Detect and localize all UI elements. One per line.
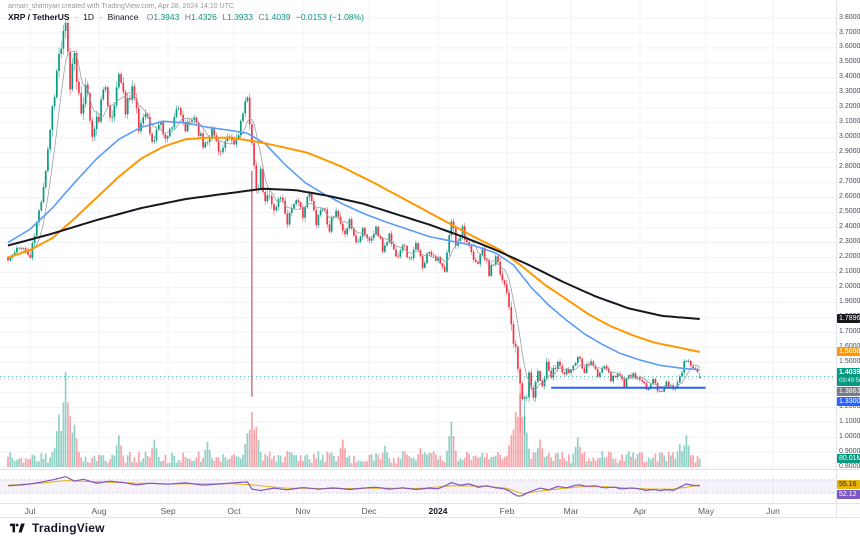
price-tick-label: 0.9000 bbox=[839, 447, 860, 455]
price-tick-label: 0.8000 bbox=[839, 462, 860, 470]
price-tick-label: 1.9000 bbox=[839, 297, 860, 305]
price-badge-orange-ma: 1.5698 bbox=[837, 346, 860, 356]
separator-dot: · bbox=[74, 12, 78, 22]
ma-short-line bbox=[21, 51, 700, 392]
ma-black-line bbox=[7, 187, 700, 320]
time-tick-label: Jul bbox=[24, 506, 36, 516]
tradingview-logo-text[interactable]: TradingView bbox=[32, 521, 105, 535]
price-axis[interactable]: 0.80000.90001.00001.10001.20001.30001.40… bbox=[0, 0, 860, 517]
grid bbox=[0, 0, 836, 503]
time-tick-label: 2024 bbox=[428, 506, 448, 516]
price-tick-label: 3.7000 bbox=[839, 28, 860, 36]
time-tick-label: Nov bbox=[295, 506, 311, 516]
price-tick-label: 1.5000 bbox=[839, 357, 860, 365]
price-tick-label: 2.5000 bbox=[839, 208, 860, 216]
price-tick-label: 3.4000 bbox=[839, 73, 860, 81]
exchange-label[interactable]: Binance bbox=[107, 12, 139, 22]
symbol-name[interactable]: XRP / TetherUS bbox=[8, 12, 70, 22]
price-tick-label: 2.7000 bbox=[839, 178, 860, 186]
volume-bars-down bbox=[7, 393, 699, 467]
price-tick-label: 3.5000 bbox=[839, 58, 860, 66]
time-axis[interactable]: Jul Aug Sep Oct Nov Dec 2024 Feb Mar Apr May Jun bbox=[0, 504, 836, 517]
change-value: −0.0153 (−1.08%) bbox=[295, 12, 364, 22]
separator-dot: · bbox=[99, 12, 103, 22]
interval-label[interactable]: 1D bbox=[83, 12, 95, 22]
time-tick-label: May bbox=[697, 506, 715, 516]
price-tick-label: 2.3000 bbox=[839, 238, 860, 245]
rsi-ma-badge: 55.16 bbox=[837, 479, 860, 489]
price-tick-label: 1.2000 bbox=[839, 402, 860, 410]
price-badge-support-line: 1.3300 bbox=[837, 396, 860, 406]
price-tick-label: 2.1000 bbox=[839, 268, 860, 275]
volume-bars-up bbox=[9, 372, 701, 467]
footer-bar: TradingView bbox=[10, 521, 105, 535]
symbol-header: XRP / TetherUS · 1D · Binance O1.3943 H1… bbox=[8, 12, 364, 22]
ma-blue-line bbox=[7, 120, 700, 371]
price-tick-label: 2.9000 bbox=[839, 148, 860, 156]
bar-countdown: 09:49:50 bbox=[839, 377, 860, 384]
close-label: C bbox=[258, 12, 265, 22]
high-value: 1.4326 bbox=[190, 12, 217, 22]
open-value: 1.3943 bbox=[153, 12, 180, 22]
rsi-band bbox=[0, 479, 836, 494]
price-tick-label: 3.0000 bbox=[839, 133, 860, 141]
high-label: H bbox=[184, 12, 191, 22]
rsi-badge: 52.12 bbox=[837, 489, 860, 499]
time-tick-label: Jun bbox=[766, 506, 780, 516]
price-tick-label: 2.0000 bbox=[839, 283, 860, 290]
last-price-value: 1.4039 bbox=[839, 368, 860, 376]
price-tick-label: 2.6000 bbox=[839, 193, 860, 201]
tradingview-logo-icon[interactable] bbox=[10, 522, 27, 534]
attribution-text: arman_shirinyan created with TradingView… bbox=[8, 3, 234, 10]
time-tick-label: Dec bbox=[361, 506, 377, 516]
time-tick-label: Oct bbox=[227, 506, 241, 516]
price-badge-last-price: 1.4039 09:49:50 bbox=[837, 367, 860, 386]
low-value: 1.3933 bbox=[226, 12, 253, 22]
time-tick-label: Apr bbox=[633, 506, 647, 516]
open-label: O bbox=[146, 12, 154, 22]
price-tick-label: 2.4000 bbox=[839, 223, 860, 231]
price-tick-label: 1.6000 bbox=[839, 343, 860, 350]
price-tick-label: 2.2000 bbox=[839, 253, 860, 260]
close-value: 1.4039 bbox=[264, 12, 291, 22]
price-tick-label: 1.0000 bbox=[839, 432, 860, 440]
price-tick-label: 3.6000 bbox=[839, 43, 860, 51]
price-tick-label: 3.3000 bbox=[839, 88, 860, 96]
time-tick-label: Aug bbox=[91, 506, 107, 516]
price-tick-label: 1.1000 bbox=[839, 417, 860, 425]
price-badge-black-ma: 1.7896 bbox=[837, 314, 860, 323]
price-tick-label: 3.1000 bbox=[839, 118, 860, 126]
price-tick-label: 3.2000 bbox=[839, 103, 860, 111]
low-label: L bbox=[222, 12, 227, 22]
price-tick-label: 2.8000 bbox=[839, 163, 860, 171]
volume-badge: 80.01M bbox=[837, 453, 860, 463]
time-tick-label: Sep bbox=[160, 506, 176, 516]
price-tick-label: 1.7000 bbox=[839, 327, 860, 335]
rsi-line bbox=[7, 475, 700, 497]
time-tick-label: Feb bbox=[499, 506, 515, 516]
price-tick-label: 3.8000 bbox=[839, 13, 860, 21]
ma-orange-line bbox=[7, 136, 700, 353]
price-badge-prev-close: 1.3863 bbox=[837, 386, 860, 396]
time-tick-label: Mar bbox=[563, 506, 579, 516]
